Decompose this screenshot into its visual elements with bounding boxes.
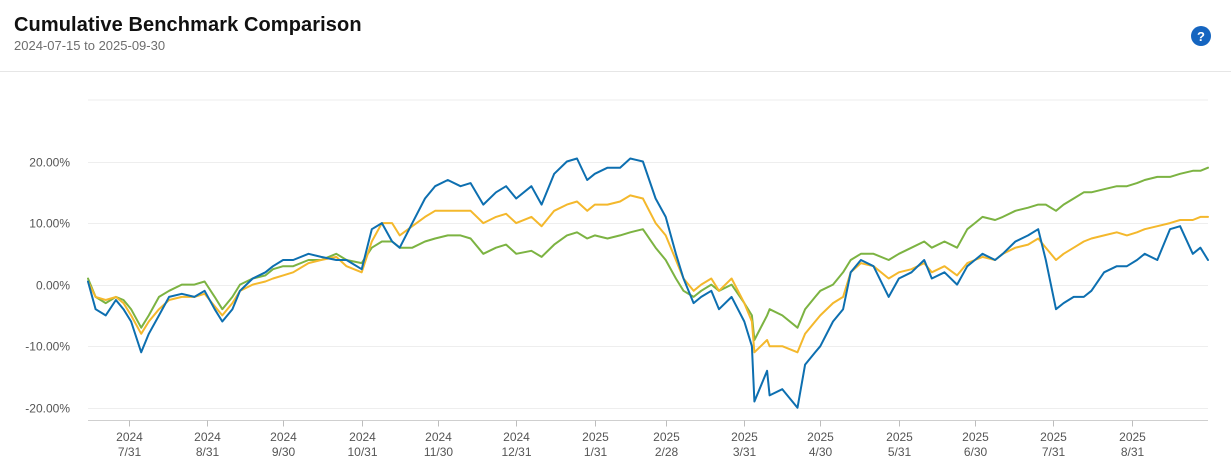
- x-tick-year-label: 2025: [653, 430, 680, 444]
- x-axis: 20247/3120248/3120249/30202410/31202411/…: [88, 420, 1208, 459]
- x-tick-year-label: 2024: [194, 430, 221, 444]
- x-tick-date-label: 11/30: [424, 445, 453, 459]
- x-tick-year-label: 2025: [731, 430, 758, 444]
- gridlines: [88, 99, 1208, 409]
- x-tick-year-label: 2025: [886, 430, 913, 444]
- x-tick-year-label: 2025: [962, 430, 989, 444]
- x-tick-date-label: 1/31: [584, 445, 608, 459]
- date-range-subtitle: 2024-07-15 to 2025-09-30: [14, 38, 166, 53]
- x-tick-date-label: 5/31: [888, 445, 912, 459]
- x-tick-year-label: 2024: [425, 430, 452, 444]
- y-tick-label: 20.00%: [29, 156, 70, 170]
- chart-header: Cumulative Benchmark Comparison 2024-07-…: [0, 0, 1231, 72]
- x-tick-year-label: 2025: [1119, 430, 1146, 444]
- x-tick-year-label: 2024: [503, 430, 530, 444]
- x-tick-date-label: 8/31: [196, 445, 220, 459]
- x-tick-year-label: 2024: [116, 430, 143, 444]
- x-tick-date-label: 7/31: [118, 445, 142, 459]
- question-circle-icon[interactable]: ?: [1191, 26, 1211, 46]
- x-tick-year-label: 2024: [270, 430, 297, 444]
- x-tick-date-label: 8/31: [1121, 445, 1145, 459]
- y-tick-label: 0.00%: [36, 279, 70, 293]
- y-axis: -20.00% -10.00% 0.00% 10.00% 20.00%: [25, 156, 70, 416]
- series-lines: [87, 157, 1209, 409]
- x-tick-year-label: 2025: [582, 430, 609, 444]
- x-tick-date-label: 2/28: [655, 445, 679, 459]
- x-tick-date-label: 12/31: [501, 445, 531, 459]
- x-tick-date-label: 7/31: [1042, 445, 1066, 459]
- x-tick-date-label: 10/31: [347, 445, 377, 459]
- x-tick-date-label: 9/30: [272, 445, 296, 459]
- y-tick-label: -20.00%: [25, 402, 70, 416]
- series-line-1[interactable]: [87, 194, 1209, 354]
- x-tick-year-label: 2025: [1040, 430, 1067, 444]
- y-tick-label: -10.00%: [25, 340, 70, 354]
- series-line-0[interactable]: [87, 157, 1209, 409]
- x-tick-year-label: 2025: [807, 430, 834, 444]
- x-tick-date-label: 4/30: [809, 445, 833, 459]
- x-tick-date-label: 6/30: [964, 445, 988, 459]
- y-tick-label: 10.00%: [29, 217, 70, 231]
- x-tick-year-label: 2024: [349, 430, 376, 444]
- series-line-2[interactable]: [87, 166, 1209, 341]
- x-tick-date-label: 3/31: [733, 445, 757, 459]
- chart-title: Cumulative Benchmark Comparison: [14, 14, 362, 36]
